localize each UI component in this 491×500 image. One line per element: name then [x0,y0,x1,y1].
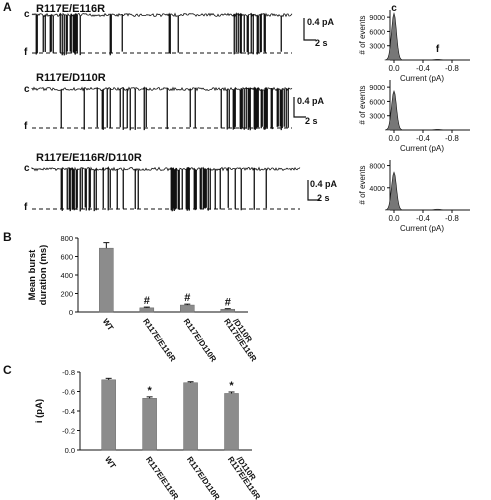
panel-label-a: A [3,0,12,14]
hist-1-xlabel: Current (pA) [400,74,444,83]
barc-bar [183,382,198,451]
hist-1-xtick-label: 0.0 [388,64,400,73]
trace-title-1: R117E/E116R [36,3,106,15]
barc-bar [224,393,239,451]
barc-category-label: R117E/E116R [144,455,180,500]
trace-1-scale-time: 2 s [315,38,328,48]
barc-ytick-label: -0.6 [62,388,75,397]
trace-title-3: R117E/E116R/D110R [36,152,142,164]
barc-category-label: WT [103,455,118,470]
hist-2-xtick-label: 0.0 [388,134,400,143]
hist-3-ytick-label: 4000 [369,186,385,193]
barb-ytick-label: 800 [60,234,73,243]
barb-ytick-label: 400 [60,271,73,280]
barb-ytick-label: 0 [69,308,73,317]
hist-2-ytick-label: 3000 [369,114,385,121]
barc-ytick-label: -0.8 [62,368,75,377]
barc-significance-mark: * [147,385,152,397]
trace-1-open-label: f [24,47,28,58]
hist-1-ytick-label: 9000 [369,15,385,22]
barb-significance-mark: # [144,295,150,307]
hist-1-open-peak [427,59,448,61]
barb-ytick-label: 200 [60,290,73,299]
barb-ylabel: Mean burst [27,249,38,301]
hist-2-ytick-label: 6000 [369,99,385,106]
barb-category-label: R117E/E116R [141,317,177,364]
hist-2-open-peak [427,129,448,131]
hist-3-ylabel: # of events [358,165,367,204]
hist-1-xtick-label: -0.8 [445,64,459,73]
barc-significance-mark: * [229,380,234,392]
hist-1-ylabel: # of events [358,15,367,54]
trace-1-scale-bar [303,18,316,41]
hist-3-xtick-label: -0.4 [416,214,430,223]
panel-label-b: B [3,230,12,244]
hist-2-xtick-label: -0.8 [445,134,459,143]
hist-3-closed-peak [384,171,404,211]
barb-bar [99,247,114,313]
barb-bar [220,308,236,313]
barc-bar [101,379,116,451]
barb-significance-mark: # [184,292,190,304]
trace-2-scale-bar [293,97,306,118]
hist-1-ytick-label: 6000 [369,29,385,36]
hist-3-xlabel: Current (pA) [400,224,444,233]
hist-2-xlabel: Current (pA) [400,144,444,153]
barb-bar [180,304,195,313]
trace-1-closed-label: c [24,9,30,20]
hist-2-ylabel: # of events [358,85,367,124]
hist-3-ytick-label: 8000 [369,164,385,171]
barb-ytick-label: 600 [60,253,73,262]
hist-2-closed-peak [384,90,404,131]
trace-3-scale-bar [307,180,320,201]
hist-1-closed-peak [384,12,404,61]
barc-ylabel: i (pA) [34,399,45,423]
hist-3-open-peak [427,208,448,211]
barb-significance-mark: # [225,297,231,309]
barc-ytick-label: -0.2 [62,427,75,436]
trace-3-recording [31,166,301,212]
barc-bar [142,398,157,451]
hist-1-peak-label-f: f [436,44,440,55]
trace-2-scale-time: 2 s [305,116,318,126]
trace-2-open-label: f [24,121,28,132]
panel-label-c: C [3,363,12,377]
hist-2-ytick-label: 9000 [369,85,385,92]
trace-3-scale-current: 0.4 pA [310,179,338,189]
trace-3-open-label: f [24,202,28,213]
trace-2-closed-label: c [24,84,30,95]
hist-1-ytick-label: 3000 [369,44,385,51]
hist-3-xtick-label: 0.0 [388,214,400,223]
hist-1-peak-label-c: c [391,3,397,14]
barb-ylabel: duration (ms) [38,245,49,306]
trace-2-recording [31,86,293,131]
barc-ytick-label: -0.4 [62,407,75,416]
barb-bar [139,307,155,313]
trace-1-scale-current: 0.4 pA [307,17,335,27]
hist-1-xtick-label: -0.4 [416,64,430,73]
hist-3-xtick-label: -0.8 [445,214,459,223]
barc-ytick-label: 0.0 [65,446,75,455]
barc-category-label: R117E/D110R [185,455,222,500]
trace-3-closed-label: c [24,163,30,174]
trace-3-scale-time: 2 s [317,193,330,203]
barb-category-label: WT [101,317,116,332]
trace-1-recording [31,11,293,56]
trace-2-scale-current: 0.4 pA [297,96,325,106]
barb-category-label: R117E/D110R [182,317,219,364]
hist-2-xtick-label: -0.4 [416,134,430,143]
trace-title-2: R117E/D110R [36,72,106,84]
